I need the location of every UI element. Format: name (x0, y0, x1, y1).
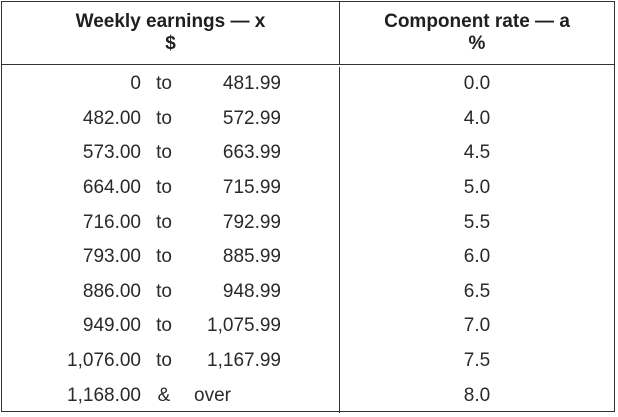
component-rate-cell: 5.0 (463, 177, 491, 199)
range-separator: to (156, 107, 172, 129)
component-rate-cell: 4.5 (463, 142, 491, 164)
earnings-to: 885.99 (222, 246, 281, 268)
range-separator: & (157, 384, 171, 406)
component-rate-cell: 6.5 (463, 280, 491, 302)
table-row: 716.00 to 792.99 5.5 (2, 205, 614, 240)
earnings-from: 482.00 (82, 107, 141, 129)
earnings-range-cell: 716.00 to 792.99 (2, 205, 340, 240)
earnings-range-cell: 1,168.00 & over (2, 378, 340, 413)
earnings-range-cell: 886.00 to 948.99 (2, 274, 340, 310)
earnings-range-cell: 573.00 to 663.99 (2, 136, 340, 171)
table-row: 573.00 to 663.99 4.5 (2, 136, 614, 171)
range-separator: to (156, 142, 172, 164)
component-rate-cell: 6.0 (463, 246, 491, 268)
component-rate-cell: 7.5 (463, 350, 491, 372)
component-rate-header: Component rate — a % (340, 2, 614, 64)
earnings-from: 949.00 (82, 315, 141, 337)
range-separator: to (156, 350, 172, 372)
range-separator: to (156, 280, 172, 302)
earnings-range-cell: 793.00 to 885.99 (2, 239, 340, 275)
range-separator: to (156, 315, 172, 337)
earnings-from: 573.00 (82, 142, 141, 164)
earnings-range-cell: 1,076.00 to 1,167.99 (2, 343, 340, 379)
range-separator: to (156, 73, 172, 95)
earnings-to: 1,167.99 (207, 350, 281, 372)
earnings-from: 664.00 (82, 177, 141, 199)
component-rate-cell: 7.0 (463, 315, 491, 337)
earnings-to: over (194, 384, 231, 406)
component-rate-cell: 4.0 (463, 107, 491, 129)
earnings-from: 1,076.00 (67, 350, 141, 372)
table-row: 1,168.00 & over 8.0 (2, 378, 614, 413)
earnings-range-cell: 0 to 481.99 (2, 67, 340, 102)
table-row: 0 to 481.99 0.0 (2, 67, 614, 102)
table-row: 664.00 to 715.99 5.0 (2, 170, 614, 206)
earnings-to: 572.99 (222, 107, 281, 129)
component-rate-header-unit: % (468, 33, 486, 54)
table-row: 1,076.00 to 1,167.99 7.5 (2, 343, 614, 379)
weekly-earnings-header: Weekly earnings — x $ (2, 2, 340, 64)
earnings-range-cell: 949.00 to 1,075.99 (2, 309, 340, 344)
component-rate-cell: 5.5 (463, 211, 491, 233)
earnings-from: 0 (130, 73, 141, 95)
table-header: Weekly earnings — x $ Component rate — a… (2, 2, 614, 65)
table-row: 886.00 to 948.99 6.5 (2, 274, 614, 310)
range-separator: to (156, 246, 172, 268)
weekly-earnings-header-unit: $ (165, 33, 176, 54)
component-rate-cell: 8.0 (463, 384, 491, 406)
earnings-to: 1,075.99 (207, 315, 281, 337)
earnings-to: 948.99 (222, 280, 281, 302)
earnings-from: 716.00 (82, 211, 141, 233)
earnings-range-cell: 482.00 to 572.99 (2, 101, 340, 137)
table-row: 482.00 to 572.99 4.0 (2, 101, 614, 137)
weekly-earnings-header-title: Weekly earnings — x (75, 11, 266, 32)
range-separator: to (156, 211, 172, 233)
earnings-to: 792.99 (222, 211, 281, 233)
table-row: 949.00 to 1,075.99 7.0 (2, 309, 614, 344)
table-body: 0 to 481.99 0.0 482.00 to 572.99 4.0 573… (2, 65, 614, 413)
earnings-from: 886.00 (82, 280, 141, 302)
component-rate-header-title: Component rate — a (384, 11, 570, 32)
earnings-to: 715.99 (222, 177, 281, 199)
range-separator: to (156, 177, 172, 199)
earnings-from: 793.00 (82, 246, 141, 268)
table-row: 793.00 to 885.99 6.0 (2, 239, 614, 275)
earnings-from: 1,168.00 (67, 384, 141, 406)
earnings-to: 481.99 (222, 73, 281, 95)
earnings-to: 663.99 (222, 142, 281, 164)
component-rate-cell: 0.0 (463, 73, 491, 95)
earnings-range-cell: 664.00 to 715.99 (2, 170, 340, 206)
